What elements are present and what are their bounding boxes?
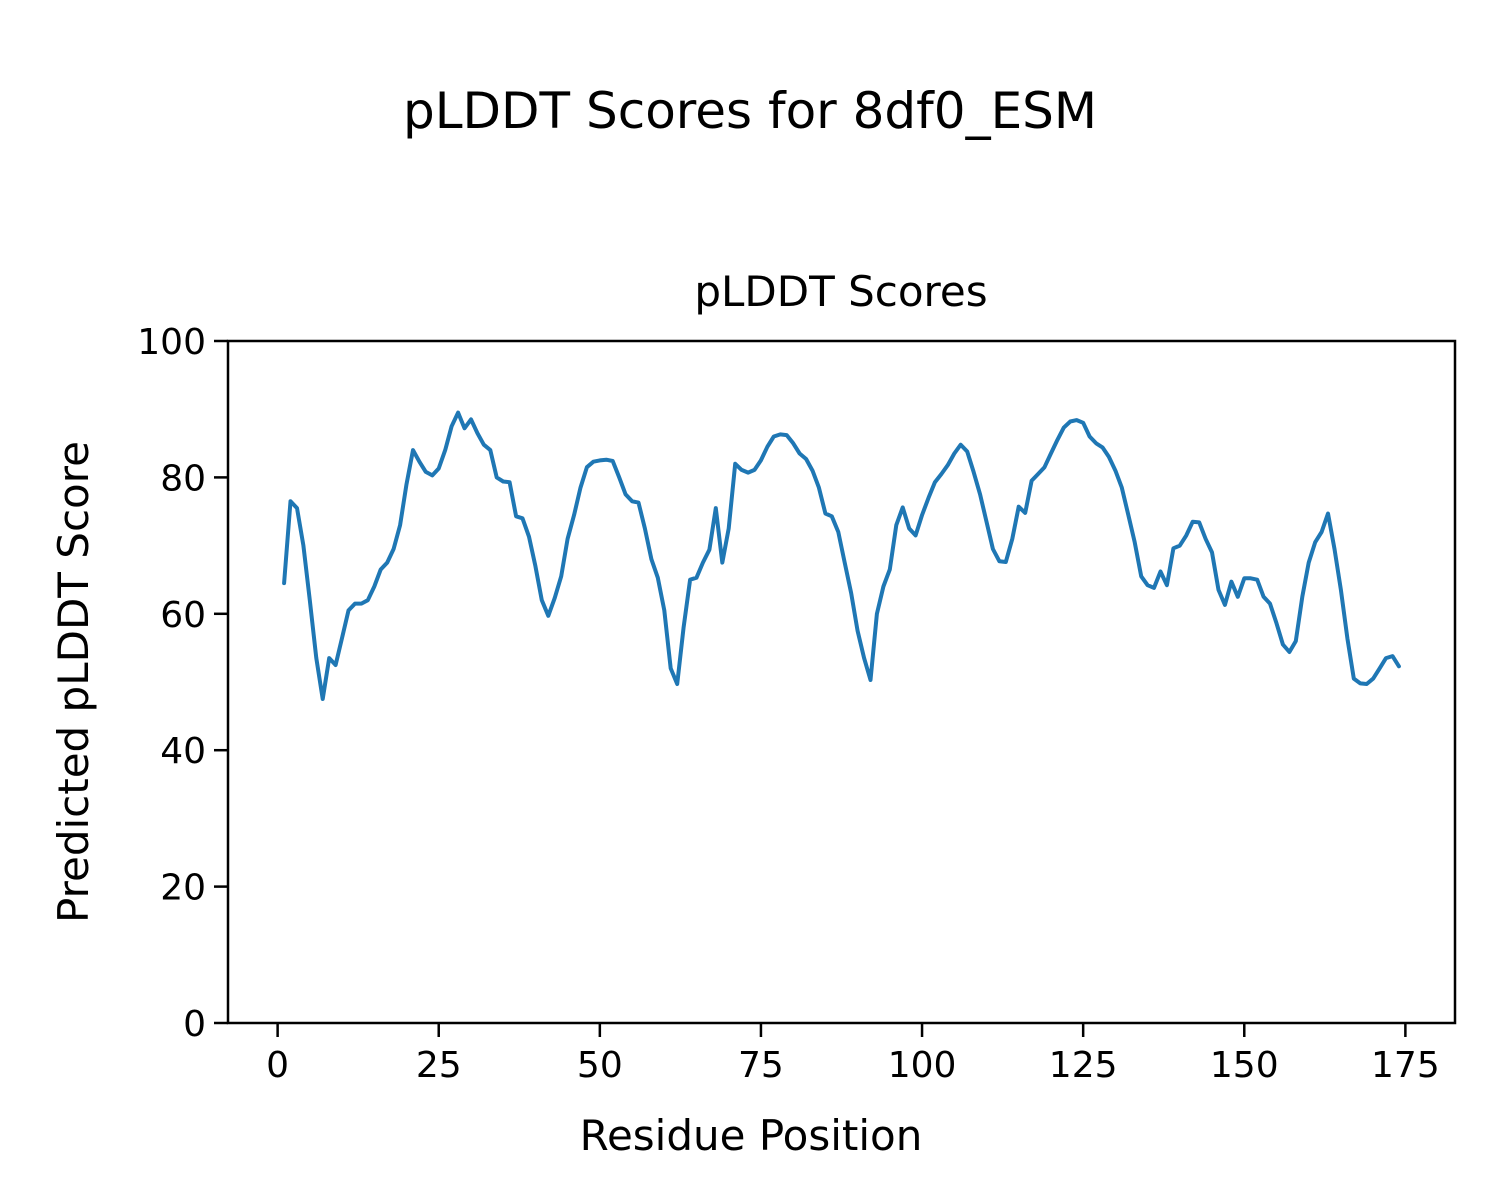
plot-frame	[226, 339, 1457, 1025]
x-tick-label: 100	[888, 1045, 957, 1086]
plddt-series-line	[282, 410, 1401, 701]
y-axis-label: Predicted pLDDT Score	[49, 441, 98, 923]
y-tick-label: 0	[183, 1004, 206, 1045]
x-tick-label: 0	[266, 1045, 289, 1086]
figure-title: pLDDT Scores for 8df0_ESM	[403, 82, 1097, 140]
y-axis-ticks: 0 20 40 60 80 100	[137, 322, 228, 1045]
y-tick-label: 100	[137, 322, 206, 363]
axes-title: pLDDT Scores	[694, 267, 987, 316]
x-axis-ticks: 0 25 50 75 100 125 150 175	[266, 1023, 1440, 1086]
y-tick-label: 60	[160, 595, 206, 636]
x-tick-label: 50	[577, 1045, 623, 1086]
x-tick-label: 75	[738, 1045, 784, 1086]
x-tick-label: 175	[1371, 1045, 1440, 1086]
y-tick-label: 40	[160, 731, 206, 772]
y-tick-label: 20	[160, 868, 206, 909]
x-tick-label: 125	[1049, 1045, 1118, 1086]
x-tick-label: 25	[416, 1045, 462, 1086]
x-tick-label: 150	[1210, 1045, 1279, 1086]
y-tick-label: 80	[160, 458, 206, 499]
x-axis-label: Residue Position	[580, 1111, 923, 1160]
